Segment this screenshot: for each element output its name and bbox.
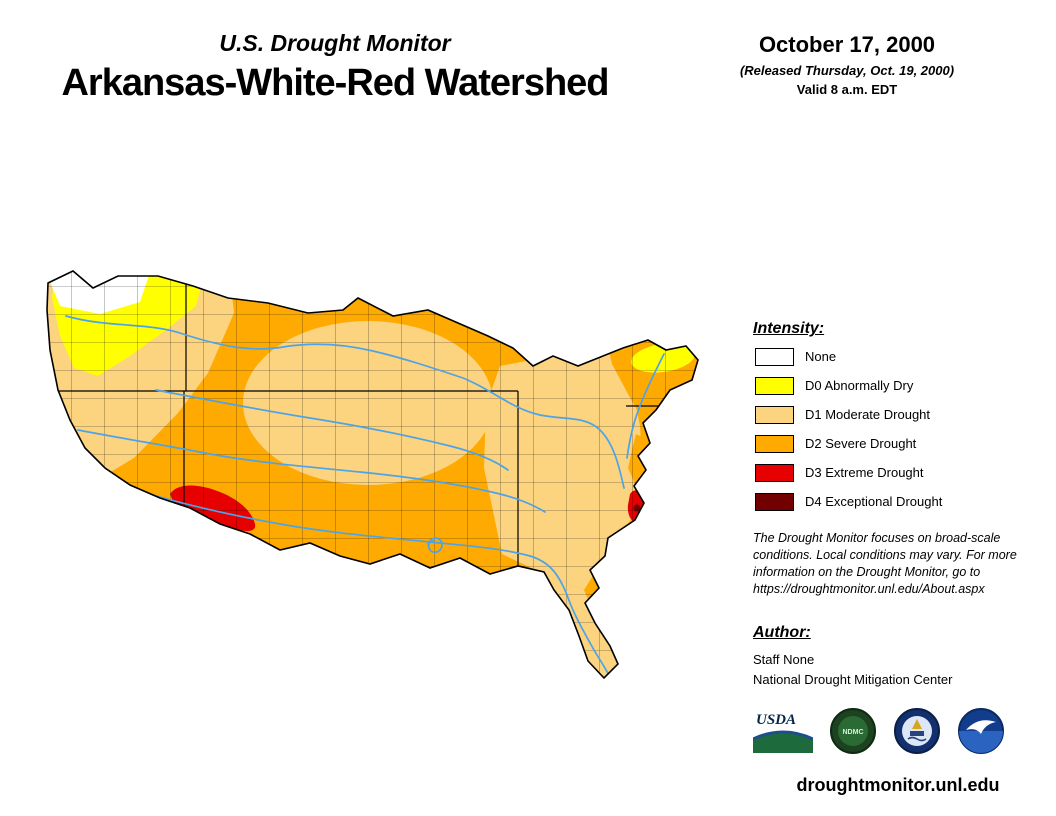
rivers bbox=[65, 315, 665, 678]
release-note: (Released Thursday, Oct. 19, 2000) bbox=[739, 63, 955, 78]
canadian-river bbox=[77, 429, 546, 513]
legend-item: D4 Exceptional Drought bbox=[755, 492, 1053, 511]
svg-text:USDA: USDA bbox=[756, 712, 796, 728]
legend-label: None bbox=[805, 349, 837, 364]
legend-item: D3 Extreme Drought bbox=[755, 463, 1053, 482]
map-date: October 17, 2000 bbox=[758, 32, 936, 57]
legend-label: D0 Abnormally Dry bbox=[805, 378, 914, 393]
author-org: National Drought Mitigation Center bbox=[753, 671, 953, 687]
legend-item: None bbox=[755, 347, 1053, 366]
author-heading: Author: bbox=[753, 623, 811, 641]
logos-row: USDA NDMC bbox=[753, 707, 1053, 755]
legend: Intensity: None D0 Abnormally Dry D1 Mod… bbox=[753, 320, 1053, 796]
legend-swatch-d0 bbox=[755, 376, 794, 395]
site-url[interactable]: droughtmonitor.unl.edu bbox=[796, 774, 1000, 795]
legend-label: D4 Exceptional Drought bbox=[805, 494, 943, 509]
legend-item: D0 Abnormally Dry bbox=[755, 376, 1053, 395]
watershed-map bbox=[38, 258, 718, 698]
legend-item: D2 Severe Drought bbox=[755, 434, 1053, 453]
disclaimer-text: The Drought Monitor focuses on broad-sca… bbox=[753, 531, 1017, 596]
legend-label: D2 Severe Drought bbox=[805, 436, 917, 451]
arkansas-river bbox=[65, 315, 625, 489]
river-loop bbox=[427, 537, 443, 554]
svg-text:NDMC: NDMC bbox=[843, 729, 864, 736]
legend-swatch-d3 bbox=[755, 463, 794, 482]
county-boundaries bbox=[47, 271, 698, 678]
red-river bbox=[129, 487, 611, 678]
valid-time: Valid 8 a.m. EDT bbox=[796, 82, 898, 97]
commerce-seal-logo bbox=[894, 707, 940, 754]
page-title: Arkansas-White-Red Watershed bbox=[61, 62, 609, 104]
usda-logo: USDA bbox=[753, 708, 813, 753]
watershed-svg bbox=[46, 270, 699, 679]
white-river bbox=[626, 353, 665, 459]
legend-swatch-none bbox=[755, 347, 794, 366]
legend-swatch-d2 bbox=[755, 434, 794, 453]
date-block: October 17, 2000 (Released Thursday, Oct… bbox=[722, 32, 972, 97]
legend-swatch-d1 bbox=[755, 405, 794, 424]
legend-swatch-d4 bbox=[755, 492, 794, 511]
ndmc-logo: NDMC bbox=[830, 707, 876, 754]
author-name: Staff None bbox=[753, 651, 815, 667]
legend-item: D1 Moderate Drought bbox=[755, 405, 1053, 424]
legend-heading: Intensity: bbox=[753, 320, 825, 337]
noaa-logo bbox=[958, 707, 1004, 754]
north-canadian-river bbox=[155, 389, 509, 471]
legend-label: D1 Moderate Drought bbox=[805, 407, 931, 422]
legend-label: D3 Extreme Drought bbox=[805, 465, 924, 480]
program-title: U.S. Drought Monitor bbox=[219, 30, 451, 56]
